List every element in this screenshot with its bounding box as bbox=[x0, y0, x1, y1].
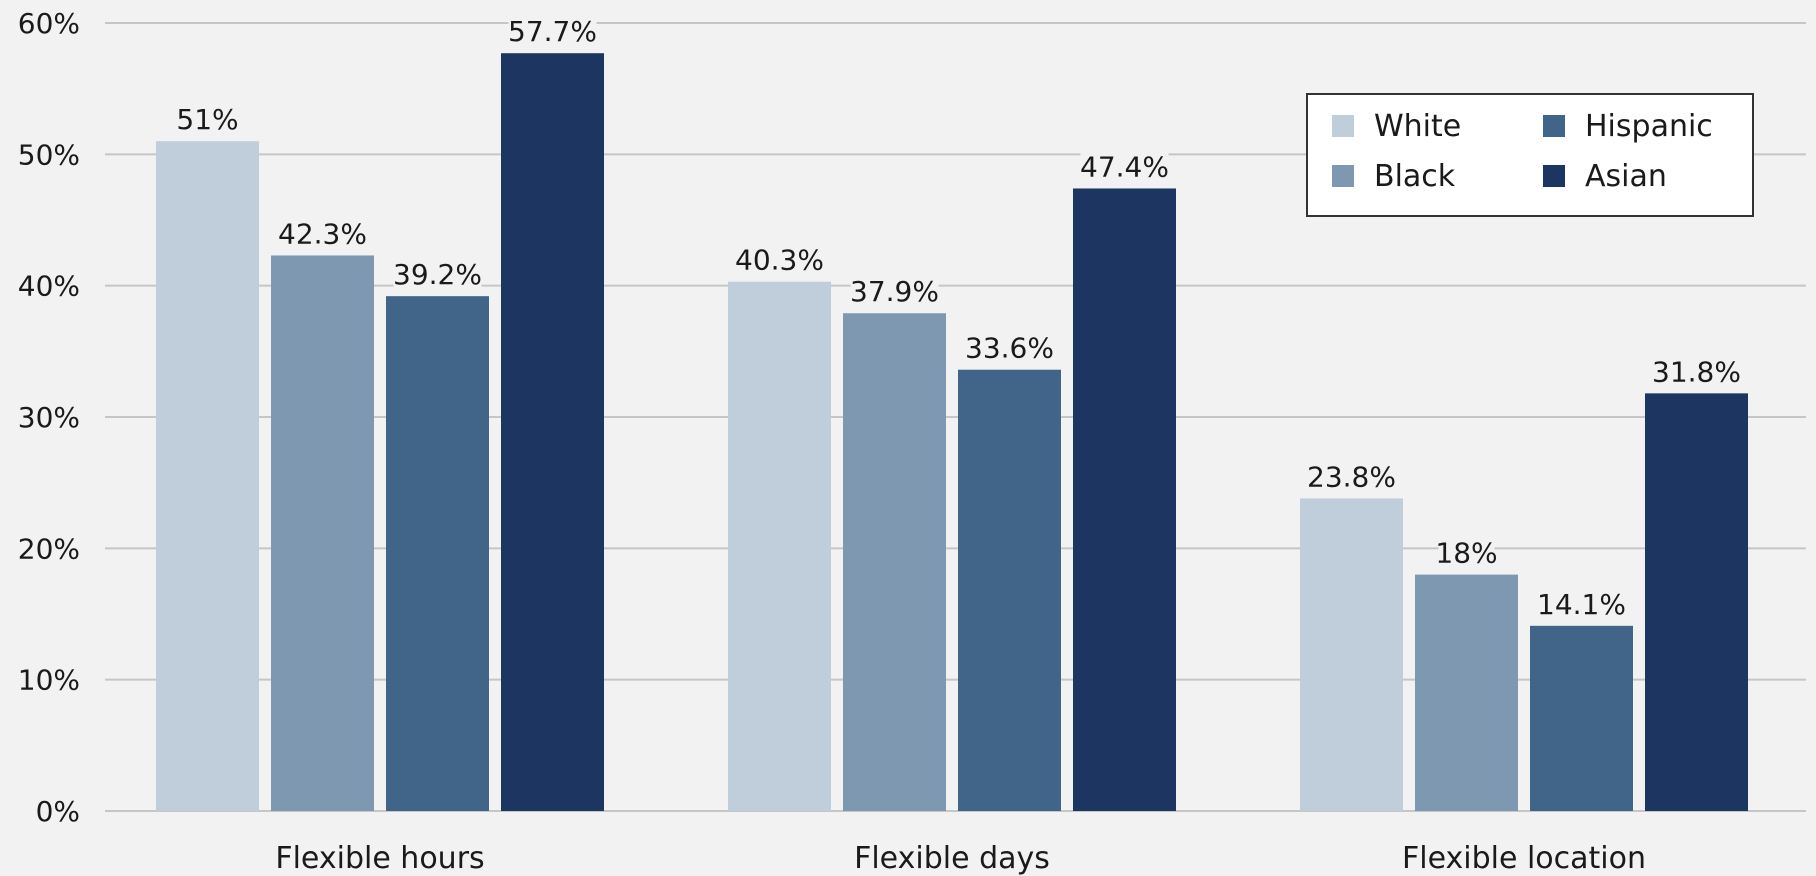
bar-hispanic bbox=[958, 369, 1061, 811]
legend-swatch-white bbox=[1332, 115, 1354, 137]
bar-hispanic bbox=[386, 296, 489, 811]
data-label-background bbox=[393, 256, 482, 291]
legend-swatch-asian bbox=[1543, 165, 1565, 187]
legend: White Black Hispanic Asian bbox=[1306, 93, 1754, 217]
y-axis-tick-labels: 0% 10% 20% 30% 40% 50% 60% bbox=[18, 7, 80, 828]
data-label: 23.8% bbox=[1307, 460, 1396, 493]
y-tick-label: 0% bbox=[36, 795, 80, 828]
y-tick-label: 50% bbox=[18, 138, 80, 171]
bar-white bbox=[156, 141, 259, 811]
x-axis-category-labels: Flexible hours Flexible days Flexible loca… bbox=[275, 841, 1646, 876]
data-label-background bbox=[179, 101, 236, 136]
data-label-background bbox=[1080, 148, 1169, 183]
y-tick-label: 40% bbox=[18, 270, 80, 303]
legend-label-hispanic: Hispanic bbox=[1585, 109, 1713, 144]
data-label-background bbox=[965, 329, 1054, 364]
bars bbox=[156, 53, 1748, 812]
data-label: 14.1% bbox=[1537, 588, 1626, 621]
data-label-background bbox=[1652, 353, 1741, 388]
bar-white bbox=[1300, 498, 1403, 811]
data-label: 31.8% bbox=[1652, 355, 1741, 388]
data-label-background bbox=[1307, 458, 1396, 493]
data-label-background bbox=[278, 215, 367, 250]
data-labels: 51% 42.3% 39.2% 57.7% 40.3% 37.9% 33.6% 47.4% 23… bbox=[176, 13, 1741, 621]
legend-swatch-hispanic bbox=[1543, 115, 1565, 137]
data-label: 51% bbox=[176, 103, 238, 136]
bar-black bbox=[1415, 574, 1518, 811]
data-label: 57.7% bbox=[508, 15, 597, 48]
bar-asian bbox=[1645, 393, 1748, 811]
bar-black bbox=[843, 313, 946, 811]
data-label-background bbox=[508, 13, 597, 48]
data-label-background bbox=[1537, 585, 1626, 620]
data-label: 40.3% bbox=[735, 244, 824, 277]
bar-black bbox=[271, 255, 374, 811]
bar-asian bbox=[501, 53, 604, 811]
legend-label-white: White bbox=[1374, 109, 1461, 144]
data-label-background bbox=[1438, 534, 1495, 569]
bar-asian bbox=[1073, 188, 1176, 812]
data-label-background bbox=[850, 273, 939, 308]
y-tick-label: 30% bbox=[18, 401, 80, 434]
legend-label-black: Black bbox=[1374, 159, 1456, 194]
y-tick-label: 20% bbox=[18, 532, 80, 565]
bar-white bbox=[728, 281, 831, 811]
data-label: 18% bbox=[1435, 537, 1497, 570]
data-label: 42.3% bbox=[278, 217, 367, 250]
bar-hispanic bbox=[1530, 625, 1633, 811]
legend-swatch-black bbox=[1332, 165, 1354, 187]
data-label: 37.9% bbox=[850, 275, 939, 308]
data-label-background bbox=[735, 241, 824, 276]
y-tick-label: 10% bbox=[18, 664, 80, 697]
x-category-label: Flexible days bbox=[854, 841, 1050, 876]
x-category-label: Flexible location bbox=[1402, 841, 1646, 876]
data-label: 47.4% bbox=[1080, 150, 1169, 183]
x-category-label: Flexible hours bbox=[275, 841, 484, 876]
legend-label-asian: Asian bbox=[1585, 159, 1667, 194]
data-label: 33.6% bbox=[965, 332, 1054, 365]
y-tick-label: 60% bbox=[18, 7, 80, 40]
data-label: 39.2% bbox=[393, 258, 482, 291]
legend-box bbox=[1306, 93, 1754, 217]
